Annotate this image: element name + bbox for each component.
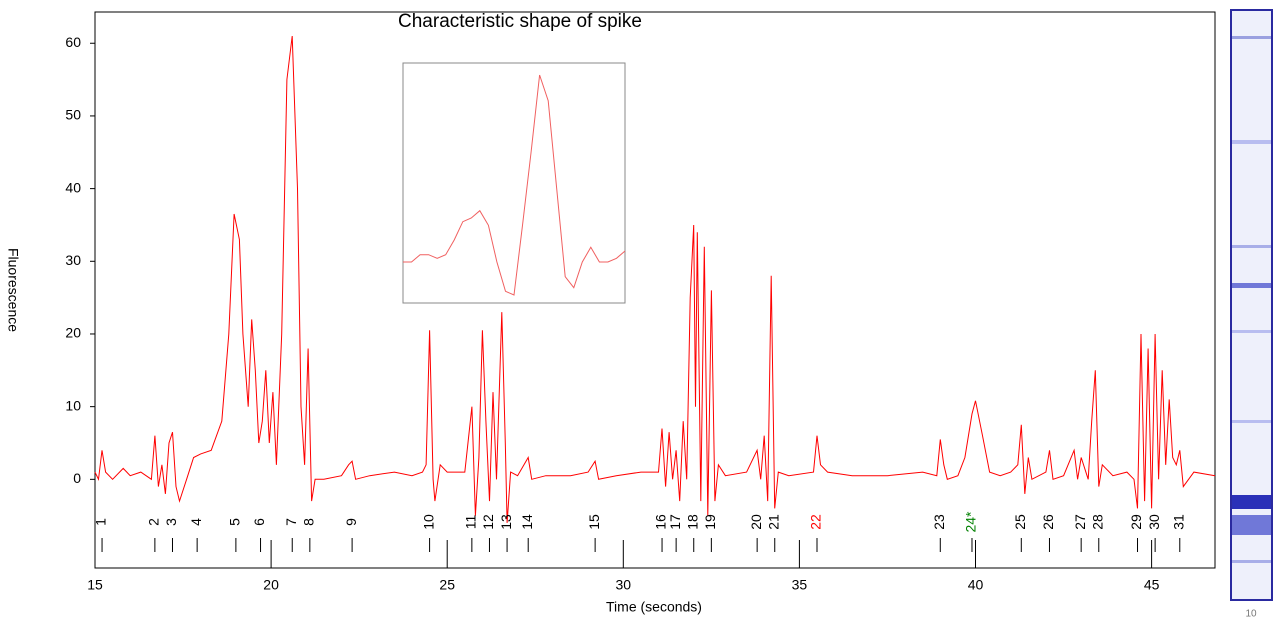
inset-waveform [403,74,626,296]
inset-frame [402,62,626,304]
x-tick-label: 15 [87,577,103,593]
spike-label: 27 [1072,514,1088,530]
spike-label: 30 [1146,514,1162,530]
plot-frame [94,11,1216,569]
spike-label: 6 [251,518,267,526]
spike-label: 25 [1012,514,1028,530]
y-tick-label: 20 [65,325,81,341]
y-tick-label: 10 [65,397,81,413]
chart-title: Characteristic shape of spike [398,11,642,32]
spike-label: 28 [1089,514,1105,530]
spike-label: 8 [301,518,317,526]
x-tick-label: 35 [792,577,808,593]
spike-label: 20 [748,514,764,530]
spike-label: 9 [343,518,359,526]
x-tick-label: 45 [1144,577,1160,593]
side-panel-frame [1230,9,1273,601]
spike-label: 18 [684,514,700,530]
spike-label: 23 [931,514,947,530]
side-stripe [1232,495,1271,509]
side-stripe [1232,420,1271,423]
x-axis-label: Time (seconds) [606,599,702,615]
spike-label: 22 [808,514,824,530]
spike-label: 4 [188,518,204,526]
spike-label: 11 [463,515,479,530]
spike-label: 31 [1170,514,1186,530]
spike-label: 29 [1128,514,1144,530]
spike-label: 14 [519,514,535,530]
spike-label: 2 [146,518,162,526]
trace-line [94,35,1216,523]
side-stripe [1232,140,1271,144]
y-axis-label: Fluorescence [5,248,21,332]
spike-label: 17 [667,514,683,530]
side-stripe [1232,36,1271,39]
spike-label: 26 [1040,514,1056,530]
spike-label: 15 [586,514,602,530]
y-tick-label: 30 [65,252,81,268]
side-stripe [1232,515,1271,535]
x-tick-label: 25 [439,577,455,593]
spike-label: 16 [653,514,669,530]
x-tick-label: 40 [968,577,984,593]
side-stripe [1232,283,1271,288]
y-tick-label: 50 [65,107,81,123]
spike-label: 5 [227,518,243,526]
y-tick-label: 60 [65,34,81,50]
spike-label: 10 [420,514,436,530]
spike-label: 24* [963,511,979,533]
x-tick-label: 30 [616,577,632,593]
spike-label: 3 [163,518,179,526]
spike-label: 13 [498,514,514,530]
spike-label: 7 [283,518,299,526]
side-panel-label: 10 [1245,609,1257,620]
y-tick-label: 0 [73,470,81,486]
side-panel: 10 [1230,9,1273,620]
spike-label: 1 [93,518,109,526]
spike-label: 12 [480,514,496,530]
side-stripe [1232,330,1271,333]
x-tick-label: 20 [263,577,279,593]
side-stripe [1232,245,1271,248]
spike-label: 19 [702,514,718,530]
spike-label: 21 [765,514,781,530]
y-tick-label: 40 [65,179,81,195]
side-stripe [1232,560,1271,563]
